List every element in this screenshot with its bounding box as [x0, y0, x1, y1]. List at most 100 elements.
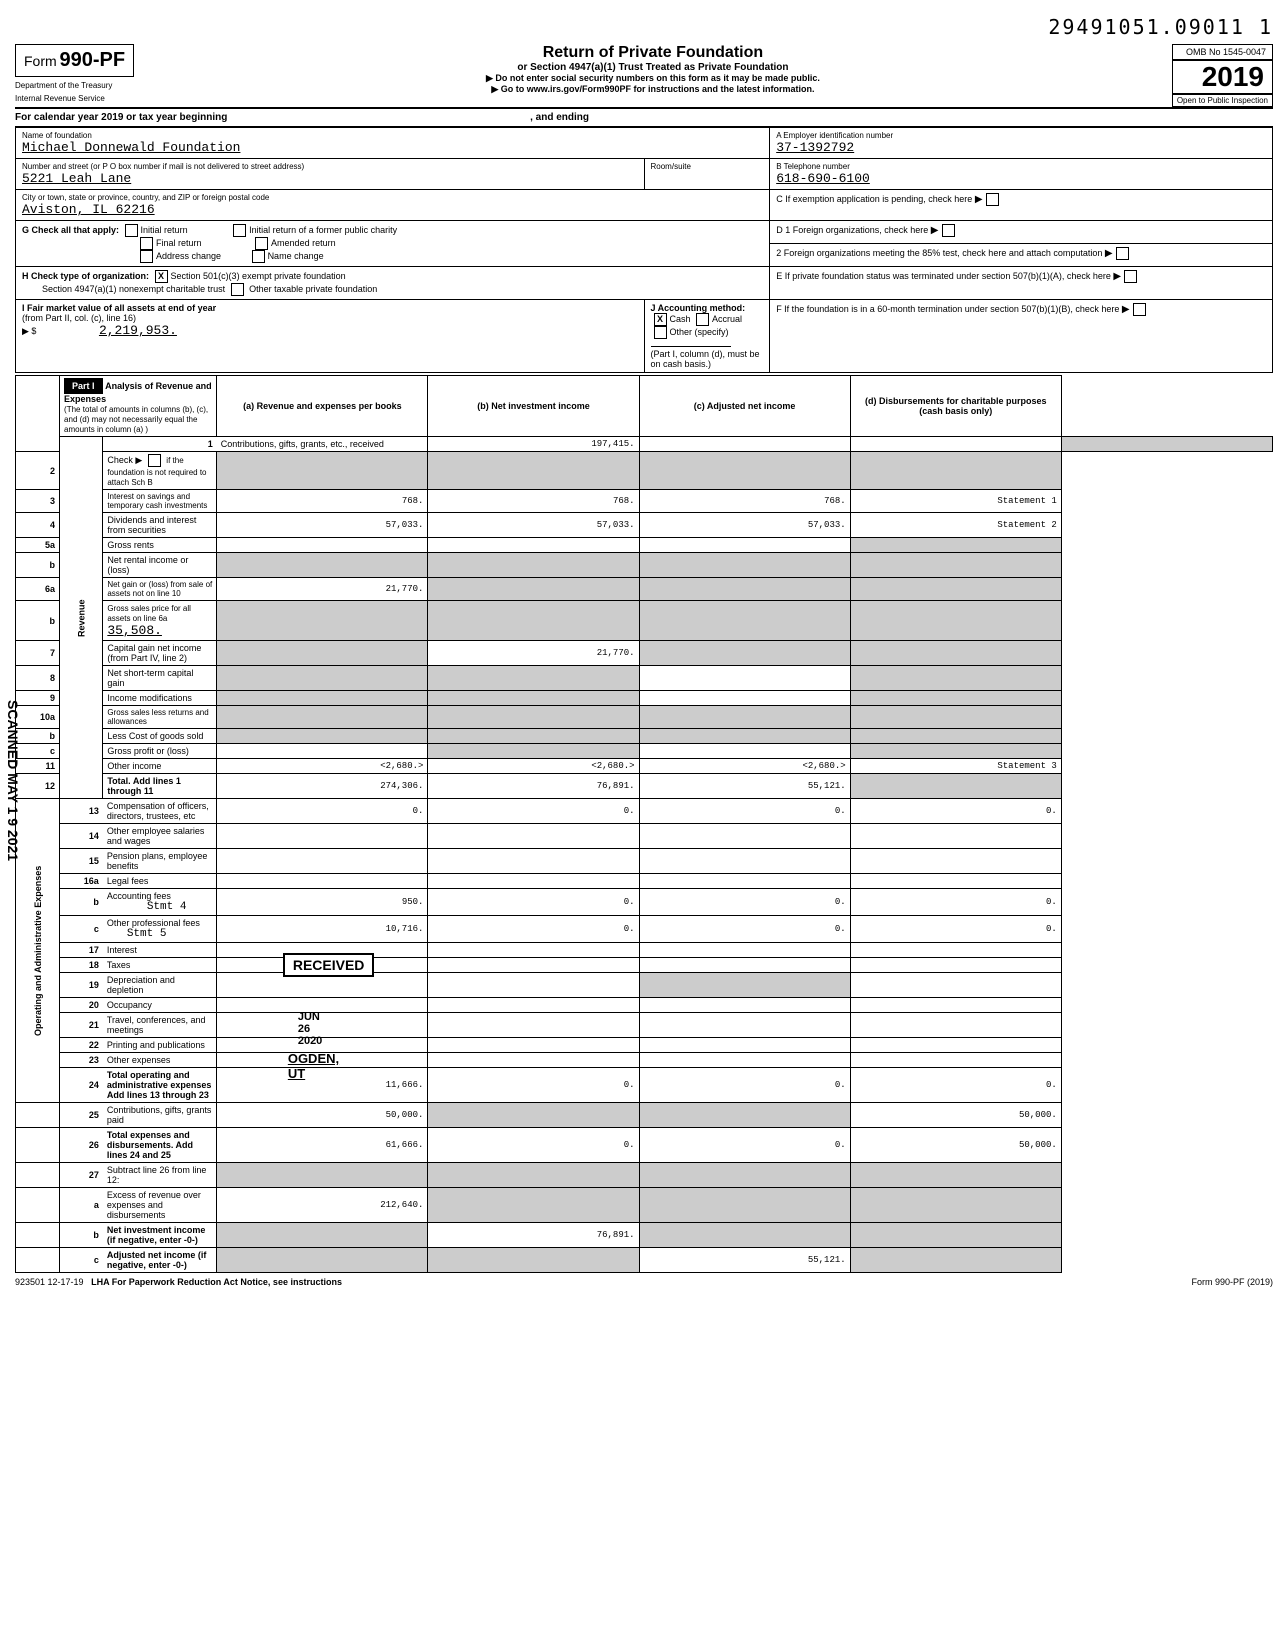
line-12-a: 274,306.: [217, 774, 428, 799]
part1-note: (The total of amounts in columns (b), (c…: [64, 405, 208, 434]
line-14-desc: Other employee salaries and wages: [103, 824, 217, 849]
room-label: Room/suite: [651, 162, 764, 171]
footer-form-ref: Form 990-PF (2019): [1191, 1277, 1273, 1287]
4947-cb[interactable]: [231, 283, 244, 296]
line-3-desc: Interest on savings and temporary cash i…: [103, 490, 217, 513]
501c3-cb[interactable]: X: [155, 270, 168, 283]
name-change-cb[interactable]: [252, 250, 265, 263]
f-checkbox[interactable]: [1133, 303, 1146, 316]
line-6b-val: 35,508.: [107, 623, 162, 638]
foundation-name: Michael Donnewald Foundation: [22, 140, 763, 155]
line-16c-b: 0.: [428, 916, 639, 943]
line-27a-desc: Excess of revenue over expenses and disb…: [103, 1188, 217, 1223]
phone-label: B Telephone number: [776, 162, 1266, 171]
line-26-d: 50,000.: [850, 1128, 1061, 1163]
initial-former-cb[interactable]: [233, 224, 246, 237]
line-17-desc: Interest: [103, 943, 217, 958]
h-label: H Check type of organization:: [22, 271, 149, 281]
line-27c-desc: Adjusted net income (if negative, enter …: [107, 1250, 207, 1270]
i-label: I Fair market value of all assets at end…: [22, 303, 216, 313]
part1-table: Part I Analysis of Revenue and Expenses …: [15, 375, 1273, 1273]
other-taxable-label: Other taxable private foundation: [249, 284, 377, 294]
tax-year: 2019: [1172, 60, 1273, 94]
d2-checkbox[interactable]: [1116, 247, 1129, 260]
col-a-header: (a) Revenue and expenses per books: [217, 376, 428, 437]
line-13-c: 0.: [639, 799, 850, 824]
line-16c-desc: Other professional fees: [107, 918, 200, 928]
line-7-desc: Capital gain net income (from Part IV, l…: [103, 641, 217, 666]
line-16b-a: 950.: [217, 889, 428, 916]
line-22-desc: Printing and publications: [103, 1038, 217, 1053]
line-9-desc: Income modifications: [103, 691, 217, 706]
line-13-a: 0.: [217, 799, 428, 824]
expenses-label: Operating and Administrative Expenses: [16, 799, 60, 1103]
amended-cb[interactable]: [255, 237, 268, 250]
line-4-a: 57,033.: [217, 513, 428, 538]
final-return-cb[interactable]: [140, 237, 153, 250]
line-6a-desc: Net gain or (loss) from sale of assets n…: [103, 578, 217, 601]
phone-value: 618-690-6100: [776, 171, 1266, 186]
schb-cb[interactable]: [148, 454, 161, 467]
line-13-d: 0.: [850, 799, 1061, 824]
form-number-box: Form 990-PF: [15, 44, 134, 77]
line-11-stmt: Statement 3: [850, 759, 1061, 774]
form-goto: ▶ Go to www.irs.gov/Form990PF for instru…: [134, 84, 1172, 95]
received-stamp: RECEIVED: [283, 953, 375, 977]
line-16c-stmt: Stmt 5: [127, 928, 167, 940]
line-5b-desc: Net rental income or (loss): [103, 553, 217, 578]
line-3-b: 768.: [428, 490, 639, 513]
501c3-label: Section 501(c)(3) exempt private foundat…: [171, 271, 346, 281]
line-12-b: 76,891.: [428, 774, 639, 799]
line-20-desc: Occupancy: [103, 998, 217, 1013]
other-method-cb[interactable]: [654, 326, 667, 339]
line-1-desc: Contributions, gifts, grants, etc., rece…: [217, 437, 428, 452]
e-label: E If private foundation status was termi…: [776, 271, 1111, 281]
line-25-a: 50,000.: [217, 1103, 428, 1128]
line-1-a: 197,415.: [428, 437, 639, 452]
g-label: G Check all that apply:: [22, 225, 119, 235]
line-11-desc: Other income: [103, 759, 217, 774]
line-13-b: 0.: [428, 799, 639, 824]
name-change-label: Name change: [268, 251, 324, 261]
j-label: J Accounting method:: [651, 303, 746, 313]
line-18-desc: Taxes: [107, 960, 131, 970]
line-8-desc: Net short-term capital gain: [103, 666, 217, 691]
final-return-label: Final return: [156, 238, 202, 248]
initial-former-label: Initial return of a former public charit…: [249, 225, 397, 235]
form-header: Form 990-PF Department of the Treasury I…: [15, 44, 1273, 107]
line-4-stmt: Statement 2: [850, 513, 1061, 538]
address-value: 5221 Leah Lane: [22, 171, 638, 186]
inspection-notice: Open to Public Inspection: [1172, 94, 1273, 107]
initial-return-label: Initial return: [141, 225, 188, 235]
ein-value: 37-1392792: [776, 140, 1266, 155]
line-24-desc: Total operating and administrative expen…: [107, 1070, 212, 1100]
line-26-b: 0.: [428, 1128, 639, 1163]
cash-cb[interactable]: X: [654, 313, 667, 326]
line-24-d: 0.: [850, 1068, 1061, 1103]
line-10a-desc: Gross sales less returns and allowances: [103, 706, 217, 729]
line-11-b: <2,680.>: [428, 759, 639, 774]
line-16b-desc: Accounting fees: [107, 891, 171, 901]
d1-checkbox[interactable]: [942, 224, 955, 237]
col-d-header: (d) Disbursements for charitable purpose…: [850, 376, 1061, 437]
e-checkbox[interactable]: [1124, 270, 1137, 283]
city-value: Aviston, IL 62216: [22, 202, 763, 217]
c-checkbox[interactable]: [986, 193, 999, 206]
line-16c-a: 10,716.: [217, 916, 428, 943]
line-7-b: 21,770.: [428, 641, 639, 666]
line-15-desc: Pension plans, employee benefits: [103, 849, 217, 874]
form-prefix: Form: [24, 53, 57, 69]
address-change-cb[interactable]: [140, 250, 153, 263]
line-25-desc: Contributions, gifts, grants paid: [103, 1103, 217, 1128]
initial-return-cb[interactable]: [125, 224, 138, 237]
line-16b-d: 0.: [850, 889, 1061, 916]
footer: 923501 12-17-19 LHA For Paperwork Reduct…: [15, 1277, 1273, 1287]
line-25-d: 50,000.: [850, 1103, 1061, 1128]
line-24-c: 0.: [639, 1068, 850, 1103]
part1-header: Part I: [64, 378, 103, 394]
line-3-stmt: Statement 1: [850, 490, 1061, 513]
line-4-desc: Dividends and interest from securities: [103, 513, 217, 538]
accrual-cb[interactable]: [696, 313, 709, 326]
line-26-desc: Total expenses and disbursements. Add li…: [107, 1130, 193, 1160]
line-6a-a: 21,770.: [217, 578, 428, 601]
